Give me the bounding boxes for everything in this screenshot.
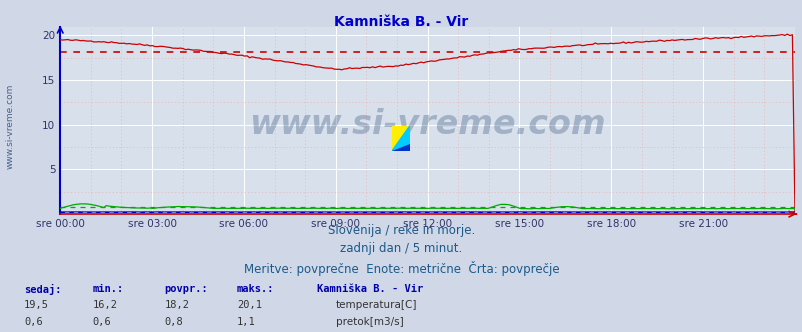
Polygon shape bbox=[391, 143, 409, 151]
Text: sedaj:: sedaj: bbox=[24, 284, 62, 295]
Text: 19,5: 19,5 bbox=[24, 300, 49, 310]
Text: pretok[m3/s]: pretok[m3/s] bbox=[335, 317, 403, 327]
Text: 1,1: 1,1 bbox=[237, 317, 255, 327]
Text: temperatura[C]: temperatura[C] bbox=[335, 300, 416, 310]
Text: www.si-vreme.com: www.si-vreme.com bbox=[5, 83, 14, 169]
Text: 0,8: 0,8 bbox=[164, 317, 183, 327]
Text: 20,1: 20,1 bbox=[237, 300, 261, 310]
Text: www.si-vreme.com: www.si-vreme.com bbox=[249, 108, 606, 140]
Text: Kamniška B. - Vir: Kamniška B. - Vir bbox=[317, 284, 423, 294]
Text: Meritve: povprečne  Enote: metrične  Črta: povprečje: Meritve: povprečne Enote: metrične Črta:… bbox=[243, 261, 559, 276]
Text: min.:: min.: bbox=[92, 284, 124, 294]
Text: 16,2: 16,2 bbox=[92, 300, 117, 310]
Polygon shape bbox=[391, 126, 409, 151]
Text: maks.:: maks.: bbox=[237, 284, 274, 294]
Text: zadnji dan / 5 minut.: zadnji dan / 5 minut. bbox=[340, 242, 462, 255]
Text: 0,6: 0,6 bbox=[24, 317, 43, 327]
Text: 0,6: 0,6 bbox=[92, 317, 111, 327]
Text: 18,2: 18,2 bbox=[164, 300, 189, 310]
Text: povpr.:: povpr.: bbox=[164, 284, 208, 294]
Polygon shape bbox=[391, 126, 409, 151]
Text: Kamniška B. - Vir: Kamniška B. - Vir bbox=[334, 15, 468, 29]
Text: Slovenija / reke in morje.: Slovenija / reke in morje. bbox=[327, 224, 475, 237]
